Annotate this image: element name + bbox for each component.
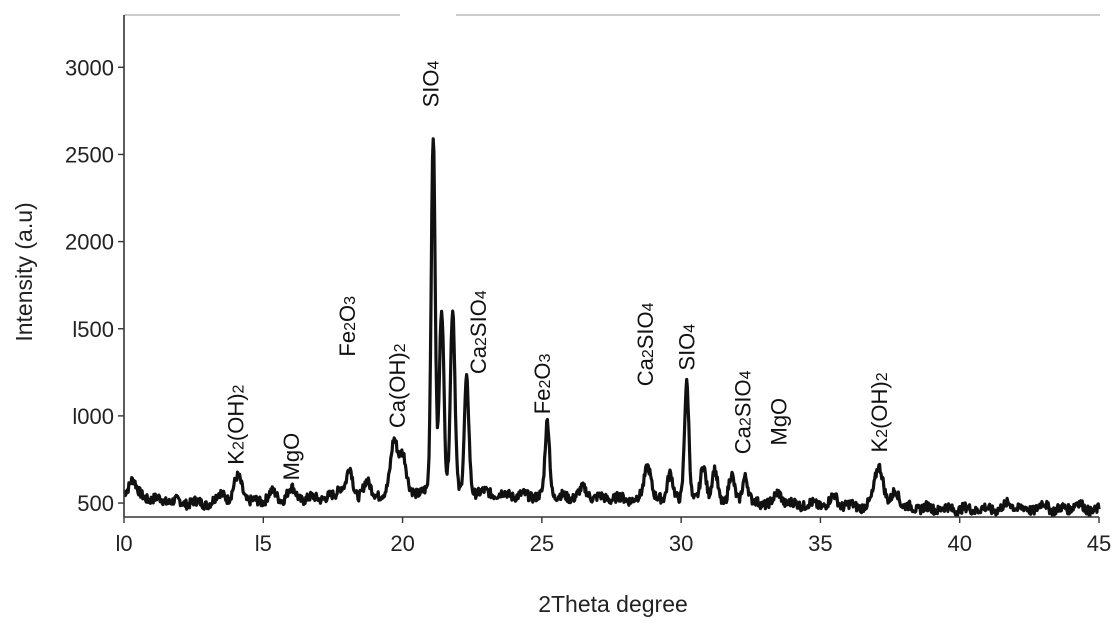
x-tick-label: l0: [115, 531, 132, 556]
peak-label: K2(OH)2: [867, 372, 892, 452]
x-tick-label: 35: [808, 531, 832, 556]
peak-label: Ca2SIO4: [633, 302, 658, 386]
peak-label: Fe2O3: [530, 353, 555, 414]
x-tick-label: l5: [255, 531, 272, 556]
peak-label: SIO4: [675, 324, 700, 371]
x-tick-label: 40: [947, 531, 971, 556]
x-axis: l0 l5 20 25 30 35 40 45: [115, 516, 1111, 556]
peak-label: Ca(OH)2: [385, 343, 410, 428]
y-axis: 500 l000 l500 2000 2500 3000: [65, 15, 125, 517]
peak-label: Ca2SIO4: [730, 370, 755, 454]
y-tick-label: l000: [72, 404, 114, 429]
y-tick-label: 500: [77, 491, 114, 516]
y-tick-label: l500: [72, 317, 114, 342]
x-tick-label: 25: [530, 531, 554, 556]
plot-area: [123, 137, 1101, 518]
y-tick-label: 2000: [65, 230, 114, 255]
y-axis-title: Intensity (a.u): [11, 202, 37, 341]
x-tick-label: 30: [669, 531, 693, 556]
x-tick-label: 45: [1087, 531, 1111, 556]
y-tick-label: 2500: [65, 142, 114, 167]
peak-label: Fe2O3: [335, 296, 360, 357]
xrd-series-line: [123, 137, 1101, 518]
x-axis-title: 2Theta degree: [538, 591, 688, 617]
peak-labels: K2(OH)2 MgO Fe2O3 Ca(OH)2 SIO4 Ca2SIO4 Fe2O3 Ca…: [223, 60, 892, 480]
peak-label: Ca2SIO4: [466, 290, 491, 374]
peak-label: SIO4: [418, 60, 443, 107]
peak-label: MgO: [767, 398, 792, 446]
peak-label: K2(OH)2: [223, 384, 248, 464]
peak-label: MgO: [279, 433, 304, 481]
y-tick-label: 3000: [65, 55, 114, 80]
x-tick-label: 20: [390, 531, 414, 556]
